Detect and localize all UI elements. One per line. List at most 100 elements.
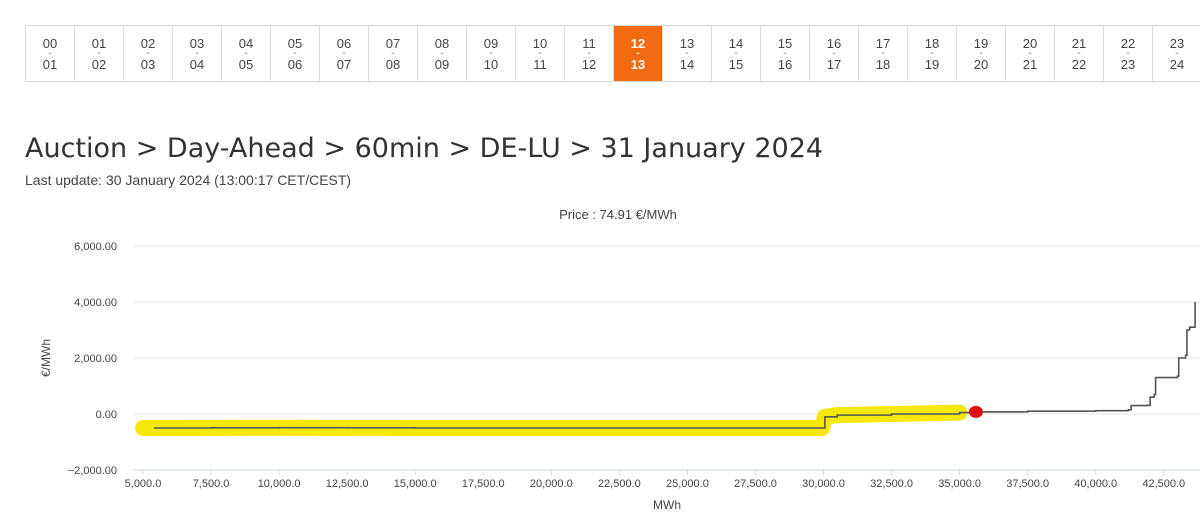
hour-tab[interactable]: 00-01 (26, 26, 75, 81)
hour-tab[interactable]: 14-15 (712, 26, 761, 81)
x-tick-label: 25,000.0 (666, 478, 709, 490)
last-update: Last update: 30 January 2024 (13:00:17 C… (25, 172, 352, 188)
hour-from: 21 (1071, 35, 1087, 51)
hour-tab[interactable]: 15-16 (761, 26, 810, 81)
hour-to: 11 (533, 56, 547, 72)
x-tick-label: 40,000.0 (1074, 478, 1117, 490)
hour-from: 23 (1169, 35, 1185, 51)
hour-to: 02 (91, 56, 107, 72)
hour-tab[interactable]: 19-20 (957, 26, 1006, 81)
hour-tab[interactable]: 18-19 (908, 26, 957, 81)
x-tick-label: 7,500.0 (193, 478, 230, 490)
hour-to: 22 (1071, 56, 1087, 72)
hour-tab[interactable]: 23-24 (1153, 26, 1200, 81)
hour-separator: - (440, 47, 444, 59)
hour-tab[interactable]: 01-02 (75, 26, 124, 81)
hour-tab[interactable]: 08-09 (418, 26, 467, 81)
hour-to: 17 (826, 56, 842, 72)
hour-separator: - (391, 47, 395, 59)
hour-to: 12 (581, 56, 597, 72)
hour-separator: - (1175, 47, 1179, 59)
hour-tab[interactable]: 09-10 (467, 26, 516, 81)
hour-to: 10 (483, 56, 499, 72)
y-axis-label: €/MWh (39, 339, 53, 377)
hour-to: 09 (434, 56, 450, 72)
x-tick-label: 32,500.0 (870, 478, 913, 490)
hour-from: 12 (630, 35, 646, 51)
hour-separator: - (734, 47, 738, 59)
hour-to: 03 (140, 56, 156, 72)
hour-to: 13 (630, 56, 646, 72)
y-tick-label: 6,000.00 (74, 241, 117, 253)
hour-separator: - (244, 47, 248, 59)
x-tick-label: 37,500.0 (1006, 478, 1049, 490)
hour-tab[interactable]: 17-18 (859, 26, 908, 81)
hour-from: 06 (336, 35, 352, 51)
hour-separator: - (48, 47, 52, 59)
x-tick-label: 10,000.0 (258, 478, 301, 490)
hour-to: 24 (1169, 56, 1185, 72)
hour-from: 00 (42, 35, 58, 51)
hour-from: 03 (189, 35, 205, 51)
hour-from: 11 (582, 35, 596, 51)
hour-tab[interactable]: 06-07 (320, 26, 369, 81)
hour-tab[interactable]: 20-21 (1006, 26, 1055, 81)
hour-selector: 00-01 01-02 02-03 03-04 04-05 05-06 06-07 07-08… (25, 25, 1200, 82)
hour-to: 01 (42, 56, 58, 72)
hour-separator: - (1028, 47, 1032, 59)
hour-separator: - (195, 47, 199, 59)
hour-from: 05 (287, 35, 303, 51)
y-tick-label: 2,000.00 (74, 353, 117, 365)
hour-to: 18 (875, 56, 891, 72)
x-tick-label: 20,000.0 (530, 478, 573, 490)
hour-separator: - (685, 47, 689, 59)
supply-curve-line (153, 302, 1196, 429)
hour-to: 05 (238, 56, 254, 72)
hour-from: 18 (924, 35, 940, 51)
y-tick-label: 0.00 (96, 409, 117, 421)
hour-tab[interactable]: 22-23 (1104, 26, 1153, 81)
hour-from: 07 (385, 35, 401, 51)
hour-from: 13 (679, 35, 695, 51)
hour-tab[interactable]: 11-12 (565, 26, 614, 81)
hour-tab[interactable]: 16-17 (810, 26, 859, 81)
hour-separator: - (146, 47, 150, 59)
hour-tab[interactable]: 21-22 (1055, 26, 1104, 81)
hour-to: 04 (189, 56, 205, 72)
hour-separator: - (979, 47, 983, 59)
hour-to: 07 (336, 56, 352, 72)
chart-title: Price : 74.91 €/MWh (559, 207, 677, 222)
hour-from: 10 (532, 35, 548, 51)
x-tick-label: 30,000.0 (802, 478, 845, 490)
x-tick-label: 22,500.0 (598, 478, 641, 490)
hour-to: 16 (777, 56, 793, 72)
hour-tab[interactable]: 03-04 (173, 26, 222, 81)
hour-separator: - (636, 47, 640, 59)
hour-from: 22 (1120, 35, 1136, 51)
clearing-price-marker (968, 405, 983, 418)
hour-from: 02 (140, 35, 156, 51)
x-tick-label: 5,000.0 (125, 478, 162, 490)
hour-tab[interactable]: 04-05 (222, 26, 271, 81)
x-tick-label: 42,500.0 (1142, 478, 1185, 490)
hour-from: 04 (238, 35, 254, 51)
hour-tab[interactable]: 02-03 (124, 26, 173, 81)
hour-separator: - (587, 47, 591, 59)
hour-from: 01 (91, 35, 107, 51)
hour-separator: - (881, 47, 885, 59)
hour-separator: - (1126, 47, 1130, 59)
hour-tab[interactable]: 05-06 (271, 26, 320, 81)
hour-from: 19 (973, 35, 989, 51)
hour-separator: - (342, 47, 346, 59)
hour-tab[interactable]: 12-13 (614, 26, 663, 81)
hour-separator: - (930, 47, 934, 59)
x-tick-label: 27,500.0 (734, 478, 777, 490)
x-tick-label: 17,500.0 (462, 478, 505, 490)
hour-tab[interactable]: 13-14 (663, 26, 712, 81)
page-title: Auction > Day-Ahead > 60min > DE-LU > 31… (25, 133, 824, 164)
hour-to: 14 (679, 56, 695, 72)
hour-from: 17 (875, 35, 891, 51)
hour-to: 08 (385, 56, 401, 72)
hour-tab[interactable]: 07-08 (369, 26, 418, 81)
hour-tab[interactable]: 10-11 (516, 26, 565, 81)
